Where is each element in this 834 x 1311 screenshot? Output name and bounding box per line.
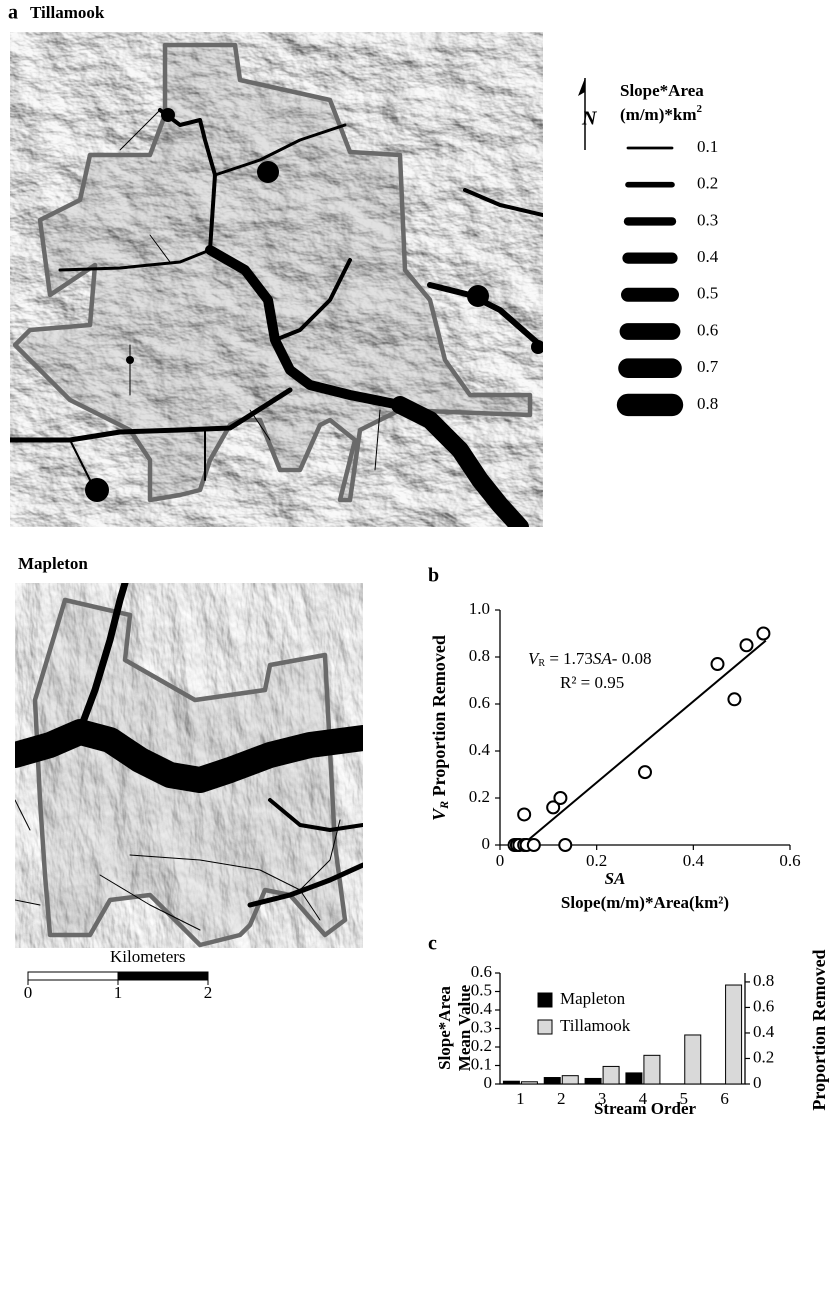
- north-arrow: N: [578, 78, 598, 150]
- r-squared: R² = 0.95: [560, 673, 624, 692]
- legend-swatch: [538, 993, 552, 1007]
- y-tick-label: 0: [484, 1073, 493, 1092]
- equation: VR = 1.73SA- 0.08: [528, 649, 651, 669]
- y2-tick-label: 0.6: [753, 996, 774, 1015]
- trendline: [522, 641, 766, 845]
- legend-label: 0.3: [697, 210, 718, 229]
- y2-tick-label: 0.8: [753, 971, 774, 990]
- y-tick-label: 0.4: [471, 999, 493, 1018]
- y-axis-label: Slope*Area: [435, 986, 454, 1070]
- x-tick-label: 0.2: [586, 851, 607, 870]
- scale-bar-title: Kilometers: [110, 947, 186, 966]
- data-point: [559, 839, 571, 851]
- y2-tick-label: 0.2: [753, 1047, 774, 1066]
- legend-label: Tillamook: [560, 1016, 631, 1035]
- map-tillamook: [10, 32, 545, 527]
- x-tick-label: 2: [557, 1089, 566, 1108]
- map-title: Mapleton: [18, 554, 88, 573]
- data-point: [528, 839, 540, 851]
- legend-title: Slope*Area: [620, 81, 704, 100]
- x-tick-label: 0: [496, 851, 505, 870]
- bar: [644, 1055, 660, 1084]
- data-point: [741, 639, 753, 651]
- data-point: [639, 766, 651, 778]
- y-axis-label-part: Proportion Removed: [429, 635, 449, 801]
- scale-label: 0: [24, 983, 33, 1002]
- svg-text:N: N: [581, 108, 598, 130]
- legend-label: 0.5: [697, 284, 718, 303]
- y-tick-label: 0.8: [469, 646, 490, 665]
- data-point: [728, 693, 740, 705]
- bar: [562, 1076, 578, 1084]
- legend-label: 0.7: [697, 357, 719, 376]
- legend-label: 0.1: [697, 137, 718, 156]
- y-tick-label: 0.1: [471, 1054, 492, 1073]
- bar: [726, 985, 742, 1084]
- y-tick-label: 0.2: [469, 787, 490, 806]
- scale-label: 1: [114, 983, 123, 1002]
- data-point: [757, 628, 769, 640]
- scale-segment: [28, 972, 118, 980]
- y2-tick-label: 0.4: [753, 1022, 775, 1041]
- legend: 0.1 0.2 0.3 0.4 0.5 0.6 0.7 0.8: [628, 137, 719, 413]
- equation-part: = 1.73: [545, 649, 593, 668]
- x-tick-label: 6: [720, 1089, 729, 1108]
- bar: [521, 1082, 537, 1084]
- legend-unit: (m/m)*km2: [620, 103, 702, 124]
- data-point: [712, 658, 724, 670]
- scale-bar: 0 1 2: [24, 972, 213, 1002]
- legend-unit-text: (m/m)*km: [620, 105, 696, 124]
- equation-part: - 0.08: [612, 649, 652, 668]
- panel-label: b: [428, 565, 439, 587]
- scale-label: 2: [204, 983, 213, 1002]
- y-tick-label: 0.6: [469, 693, 490, 712]
- bar: [585, 1078, 601, 1084]
- y-tick-label: 0.4: [469, 740, 491, 759]
- y-tick-label: 0.6: [471, 962, 492, 981]
- scale-segment: [118, 972, 208, 980]
- bar: [626, 1073, 642, 1084]
- x-tick-label: 0.4: [683, 851, 705, 870]
- legend-label: Mapleton: [560, 989, 626, 1008]
- figure: a Tillamook N Slope*: [0, 0, 834, 1311]
- chart-b: b 0 0.2 0.4 0.6 0.8 1.0 0 0.2 0.4 0.6 SA Slope(m/m)*…: [428, 565, 801, 912]
- panel-label: a: [8, 2, 18, 24]
- map-title: Tillamook: [30, 3, 105, 22]
- y2-axis-label: Proportion Removed: [809, 949, 829, 1110]
- bar: [603, 1066, 619, 1084]
- x-axis-label: Stream Order: [594, 1099, 697, 1118]
- y-tick-label: 0.5: [471, 980, 492, 999]
- panel-label: c: [428, 933, 437, 955]
- x-axis-symbol: SA: [605, 869, 626, 888]
- bar: [685, 1035, 701, 1084]
- y-axis-label-sub: R: [437, 801, 451, 810]
- x-axis-label: Slope(m/m)*Area(km²): [561, 893, 729, 912]
- legend-label: 0.4: [697, 247, 719, 266]
- legend-unit-sup: 2: [696, 103, 702, 115]
- x-tick-label: 1: [516, 1089, 525, 1108]
- bar: [544, 1078, 560, 1084]
- y2-tick-label: 0: [753, 1073, 762, 1092]
- x-tick-label: 0.6: [779, 851, 800, 870]
- y-axis-label: Mean Value: [455, 984, 474, 1071]
- legend-swatch: [538, 1020, 552, 1034]
- map-mapleton: [15, 583, 363, 948]
- bar: [503, 1081, 519, 1084]
- equation-part: SA: [593, 649, 613, 668]
- y-tick-label: 0.2: [471, 1036, 492, 1055]
- y-tick-label: 0.3: [471, 1017, 492, 1036]
- y-tick-label: 0: [482, 834, 491, 853]
- y-axis-label: VR Proportion Removed: [429, 635, 451, 821]
- legend-label: 0.2: [697, 174, 718, 193]
- y-tick-label: 1.0: [469, 599, 490, 618]
- data-point: [554, 792, 566, 804]
- legend-label: 0.6: [697, 320, 718, 339]
- legend-label: 0.8: [697, 394, 718, 413]
- data-point: [518, 808, 530, 820]
